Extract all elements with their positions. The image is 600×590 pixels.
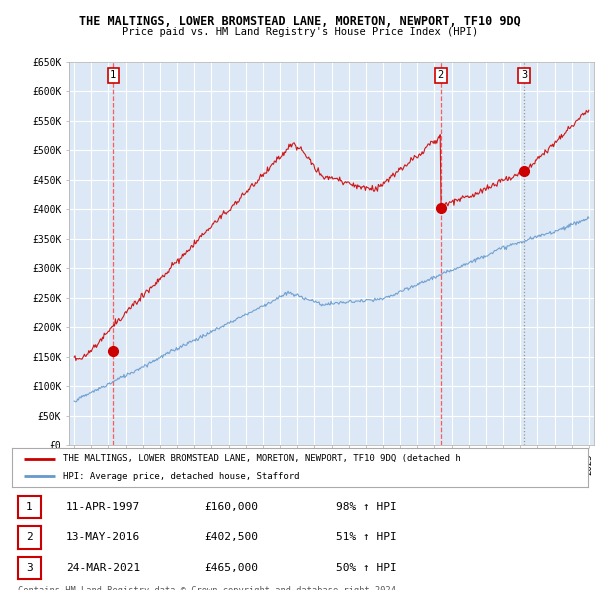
Text: 24-MAR-2021: 24-MAR-2021 bbox=[66, 563, 140, 573]
Text: 98% ↑ HPI: 98% ↑ HPI bbox=[336, 502, 397, 512]
Text: 1: 1 bbox=[110, 70, 116, 80]
Text: 1: 1 bbox=[26, 502, 33, 512]
Text: 2: 2 bbox=[437, 70, 444, 80]
Text: 51% ↑ HPI: 51% ↑ HPI bbox=[336, 533, 397, 542]
Text: 13-MAY-2016: 13-MAY-2016 bbox=[66, 533, 140, 542]
Text: Contains HM Land Registry data © Crown copyright and database right 2024.: Contains HM Land Registry data © Crown c… bbox=[18, 586, 401, 590]
Text: 50% ↑ HPI: 50% ↑ HPI bbox=[336, 563, 397, 573]
Text: 2: 2 bbox=[26, 533, 33, 542]
Text: THE MALTINGS, LOWER BROMSTEAD LANE, MORETON, NEWPORT, TF10 9DQ: THE MALTINGS, LOWER BROMSTEAD LANE, MORE… bbox=[79, 15, 521, 28]
Text: Price paid vs. HM Land Registry's House Price Index (HPI): Price paid vs. HM Land Registry's House … bbox=[122, 27, 478, 37]
Text: 3: 3 bbox=[521, 70, 527, 80]
Text: £402,500: £402,500 bbox=[204, 533, 258, 542]
Text: HPI: Average price, detached house, Stafford: HPI: Average price, detached house, Staf… bbox=[62, 472, 299, 481]
Text: 11-APR-1997: 11-APR-1997 bbox=[66, 502, 140, 512]
Text: £160,000: £160,000 bbox=[204, 502, 258, 512]
Text: £465,000: £465,000 bbox=[204, 563, 258, 573]
Text: THE MALTINGS, LOWER BROMSTEAD LANE, MORETON, NEWPORT, TF10 9DQ (detached h: THE MALTINGS, LOWER BROMSTEAD LANE, MORE… bbox=[62, 454, 460, 463]
Text: 3: 3 bbox=[26, 563, 33, 573]
